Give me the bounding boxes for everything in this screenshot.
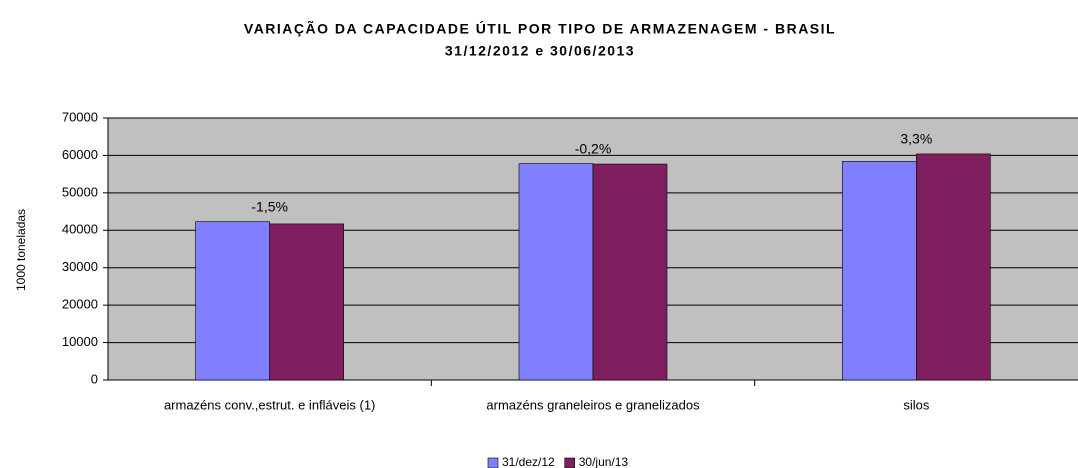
bar — [269, 223, 344, 381]
legend-label: 30/jun/13 — [579, 455, 629, 468]
chart-subtitle: 31/12/2012 e 30/06/2013 — [445, 43, 635, 59]
legend-label: 31/dez/12 — [502, 455, 555, 468]
x-tick-label: armazéns graneleiros e granelizados — [486, 397, 700, 412]
y-tick-label: 40000 — [62, 222, 98, 237]
y-tick-label: 70000 — [62, 109, 98, 124]
y-tick-label: 60000 — [62, 147, 98, 162]
annotation: -1,5% — [251, 198, 288, 214]
y-tick-label: 0 — [91, 371, 98, 386]
y-tick-label: 20000 — [62, 297, 98, 312]
bar — [592, 163, 668, 381]
legend-swatch — [487, 457, 499, 468]
x-tick-label: silos — [903, 397, 930, 412]
annotation: 3,3% — [900, 131, 932, 147]
legend-swatch — [564, 457, 576, 468]
bar — [842, 161, 917, 381]
y-axis-label: 1000 toneladas — [14, 209, 28, 291]
bar — [518, 163, 594, 381]
chart-title: VARIAÇÃO DA CAPACIDADE ÚTIL POR TIPO DE … — [244, 20, 836, 37]
y-tick-label: 10000 — [62, 334, 98, 349]
y-tick-label: 50000 — [62, 184, 98, 199]
bar — [195, 221, 270, 381]
bar — [916, 153, 991, 381]
y-tick-label: 30000 — [62, 259, 98, 274]
x-tick-label: armazéns conv.,estrut. e infláveis (1) — [164, 397, 375, 412]
annotation: -0,2% — [575, 140, 612, 156]
